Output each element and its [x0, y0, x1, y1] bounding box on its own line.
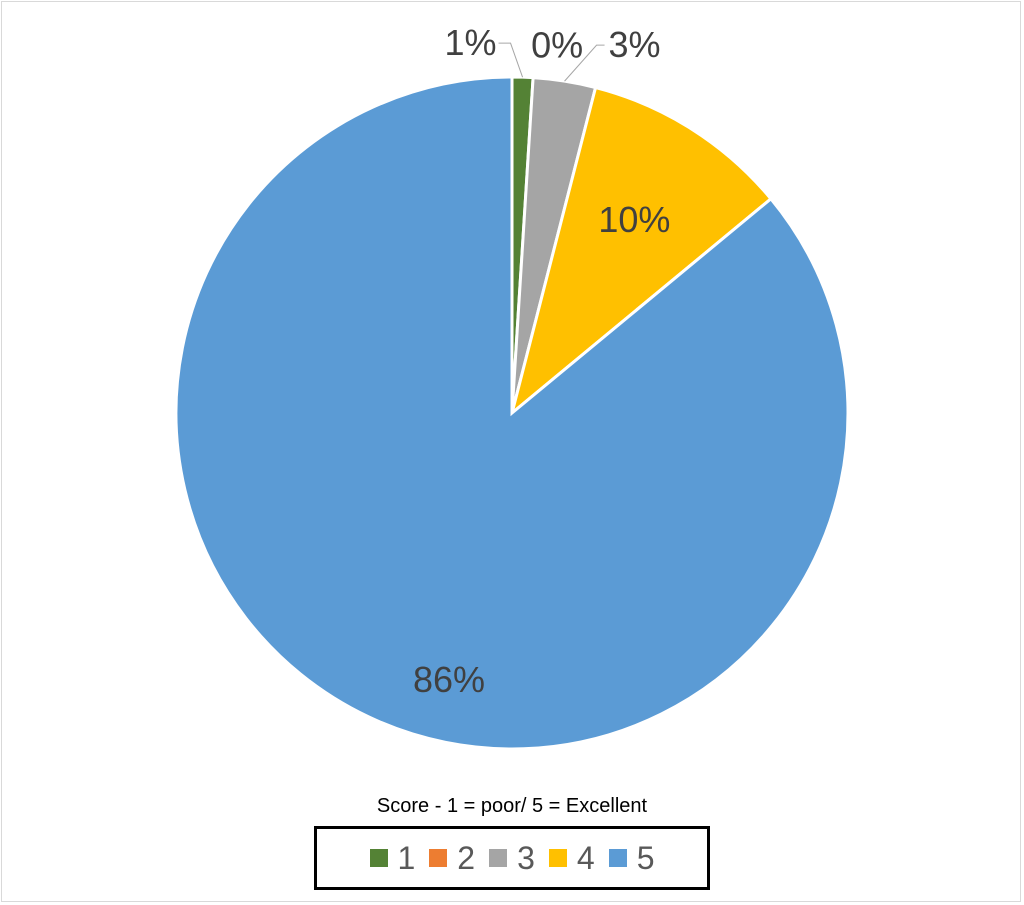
- leader-line-1: [498, 42, 524, 78]
- data-label-4: 10%: [598, 199, 670, 240]
- legend-swatch-1: [369, 849, 388, 867]
- data-label-2: 0%: [531, 25, 583, 66]
- pie-slice-5: [174, 75, 850, 751]
- legend-item-4: 4: [548, 839, 595, 877]
- legend: 1 2 3 4 5: [314, 826, 710, 890]
- legend-swatch-4: [548, 849, 567, 867]
- legend-item-1: 1: [369, 839, 416, 877]
- legend-label-5: 5: [636, 839, 655, 876]
- leader-line-3: [564, 44, 605, 82]
- data-label-3: 3%: [609, 24, 661, 65]
- legend-swatch-2: [429, 849, 448, 867]
- data-label-5: 86%: [413, 659, 485, 700]
- legend-item-2: 2: [429, 840, 475, 877]
- legend-swatch-3: [489, 849, 508, 867]
- data-label-1: 1%: [445, 22, 497, 63]
- legend-label-4: 4: [576, 839, 595, 876]
- legend-label-2: 2: [457, 839, 476, 876]
- legend-label-3: 3: [517, 839, 535, 876]
- legend-label-1: 1: [397, 839, 416, 876]
- pie-slice-4: [509, 85, 774, 418]
- legend-swatch-5: [608, 849, 627, 867]
- legend-item-3: 3: [489, 840, 535, 877]
- legend-title: Score - 1 = poor/ 5 = Excellent: [376, 795, 648, 817]
- legend-item-5: 5: [608, 839, 655, 877]
